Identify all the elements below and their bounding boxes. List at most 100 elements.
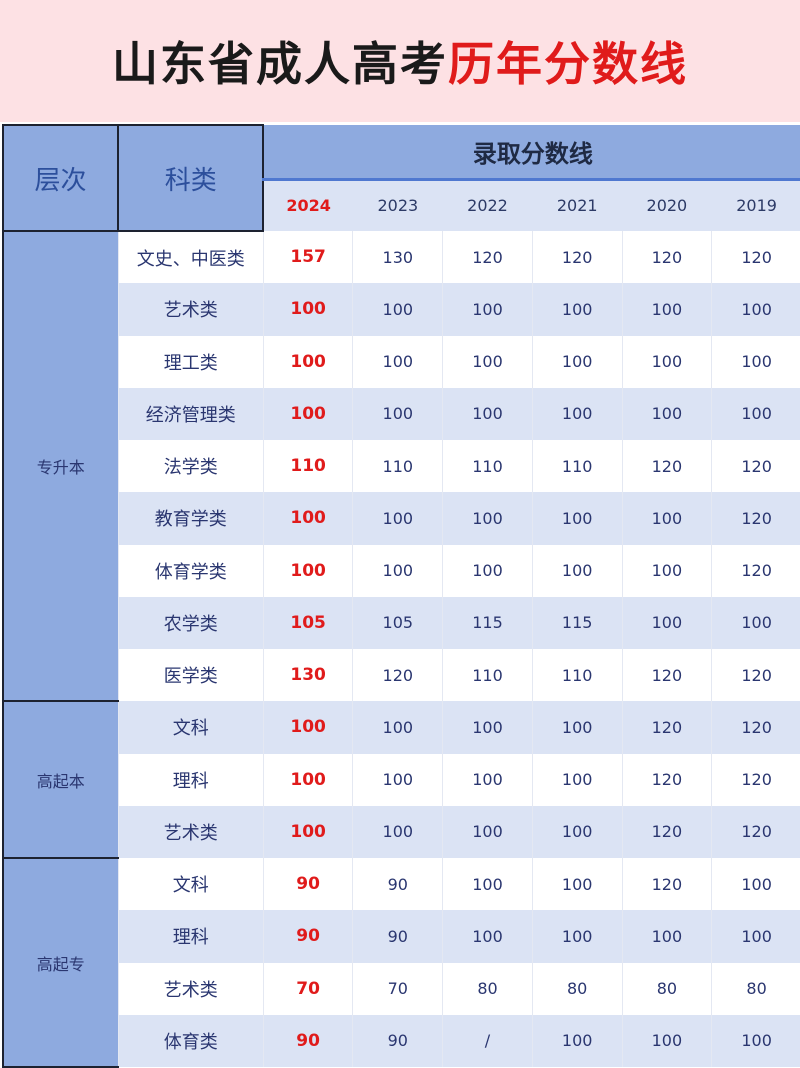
score-cell: 80 (622, 962, 713, 1015)
score-cell: 120 (711, 544, 800, 597)
table-row: 艺术类 100 100 100 100 100 100 (3, 283, 800, 336)
level-cell: 高起本 (1, 700, 119, 859)
score-cell: 100 (352, 544, 444, 597)
header-category: 科类 (117, 124, 265, 232)
score-cell: 100 (442, 387, 533, 440)
table-row: 教育学类 100 100 100 100 100 120 (3, 492, 800, 545)
score-cell: 120 (711, 805, 800, 858)
score-cell: 100 (263, 492, 354, 545)
header-year-2022: 2022 (442, 179, 533, 231)
title-main: 山东省成人高考 (112, 37, 448, 91)
score-cell: 100 (622, 1014, 713, 1067)
score-cell: 100 (442, 283, 533, 336)
score-cell: 100 (352, 335, 444, 388)
category-cell: 理科 (118, 910, 264, 963)
table-row: 医学类 130 120 110 110 120 120 (3, 649, 800, 702)
score-cell: 80 (442, 962, 533, 1015)
score-cell: 100 (532, 283, 623, 336)
score-table: 层次 科类 录取分数线 2024 2023 2022 2021 2020 2019 专升本… (1, 124, 800, 1068)
score-cell: 110 (352, 440, 444, 493)
score-cell: 100 (622, 492, 713, 545)
table-row: 艺术类 70 70 80 80 80 80 (3, 962, 800, 1015)
score-cell: 100 (442, 858, 533, 911)
score-cell: 120 (352, 649, 444, 702)
score-cell: 120 (442, 231, 533, 284)
score-cell: 100 (352, 387, 444, 440)
score-cell: 80 (532, 962, 623, 1015)
table-row: 体育类 90 90/100 100 100 (3, 1014, 800, 1067)
score-cell: 100 (352, 805, 444, 858)
score-cell: 100 (711, 335, 800, 388)
score-cell: 120 (711, 701, 800, 754)
table-row: 专升本 文史、中医类 157 130 120 120 120 120 (1, 229, 800, 703)
score-cell: 70 (263, 962, 354, 1015)
category-cell: 体育学类 (118, 544, 264, 597)
category-cell: 文科 (118, 858, 264, 911)
category-cell: 文科 (118, 701, 264, 754)
header-year-2023: 2023 (352, 179, 443, 231)
score-cell: 110 (532, 440, 623, 493)
table-row: 理科 90 90 100 100 100 100 (3, 910, 800, 963)
score-cell: 100 (352, 492, 444, 545)
score-cell: / (442, 1014, 533, 1067)
score-cell: 90 (263, 910, 354, 963)
table-row: 体育学类 100 100 100 100 100 120 (3, 544, 800, 597)
category-cell: 理科 (118, 753, 264, 806)
score-cell: 100 (532, 387, 623, 440)
score-cell: 100 (711, 387, 800, 440)
category-cell: 法学类 (118, 440, 264, 493)
score-cell: 100 (442, 492, 533, 545)
score-cell: 120 (711, 440, 800, 493)
score-cell: 100 (263, 387, 354, 440)
header-year-2020: 2020 (622, 179, 712, 231)
table-row: 农学类 105 105 115 115 100 100 (3, 596, 800, 649)
score-cell: 100 (442, 910, 533, 963)
score-cell: 100 (711, 596, 800, 649)
category-cell: 农学类 (118, 596, 264, 649)
score-cell: 100 (711, 283, 800, 336)
score-cell: 100 (442, 753, 533, 806)
score-cell: 100 (442, 544, 533, 597)
category-cell: 艺术类 (118, 962, 264, 1015)
score-cell: 110 (442, 649, 533, 702)
table-row: 理科 100 100 100 100 120 120 (3, 753, 800, 806)
score-cell: 110 (532, 649, 623, 702)
score-cell: 100 (263, 283, 354, 336)
score-cell: 70 (352, 962, 444, 1015)
score-cell: 100 (622, 283, 713, 336)
score-cell: 120 (711, 649, 800, 702)
score-cell: 100 (622, 544, 713, 597)
score-cell: 100 (263, 544, 354, 597)
table-row: 高起本 文科 100 100 100 100 120 120 (1, 700, 800, 859)
title-highlight: 历年分数线 (448, 37, 688, 91)
header-year-2019: 2019 (711, 179, 800, 231)
score-cell: 115 (442, 596, 533, 649)
score-cell: 100 (622, 387, 713, 440)
category-cell: 体育类 (118, 1014, 264, 1067)
score-cell: 90 (352, 910, 444, 963)
level-cell: 专升本 (1, 229, 119, 703)
score-cell: 110 (442, 440, 533, 493)
header-year-2021: 2021 (532, 179, 623, 231)
score-cell: 120 (532, 231, 623, 284)
score-cell: 120 (622, 649, 713, 702)
table-row: 艺术类 100 100 100 100 120 120 (3, 805, 800, 858)
score-cell: 120 (622, 701, 713, 754)
header-level: 层次 (1, 124, 120, 232)
score-cell: 105 (352, 596, 444, 649)
score-cell: 100 (532, 858, 623, 911)
level-cell: 高起专 (1, 857, 119, 1068)
score-cell: 120 (622, 858, 713, 911)
score-cell: 100 (532, 1014, 623, 1067)
score-cell: 100 (711, 858, 800, 911)
score-cell: 100 (622, 910, 713, 963)
score-cell: 120 (622, 231, 713, 284)
table-row: 经济管理类 100 100 100 100 100 100 (3, 387, 800, 440)
score-cell: 100 (711, 1014, 800, 1067)
score-cell: 100 (442, 335, 533, 388)
score-cell: 120 (622, 805, 713, 858)
table-row: 理工类 100 100 100 100 100 100 (3, 335, 800, 388)
score-cell: 100 (532, 335, 623, 388)
score-cell: 100 (532, 805, 623, 858)
score-cell: 157 (263, 231, 354, 284)
